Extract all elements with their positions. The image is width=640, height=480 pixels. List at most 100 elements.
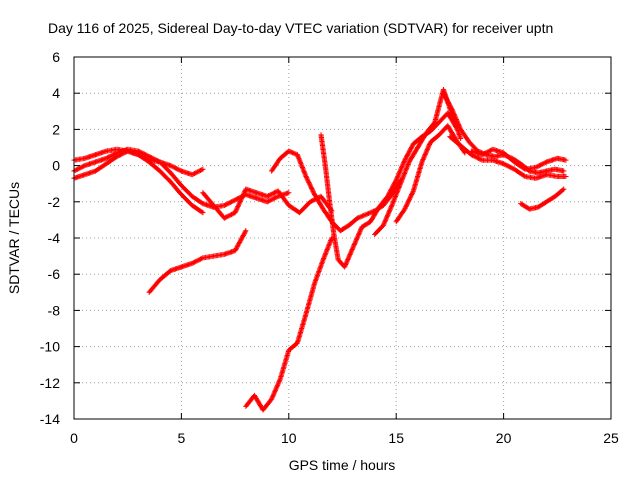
data-point <box>265 198 272 204</box>
data-point <box>402 206 408 212</box>
data-point <box>480 151 486 157</box>
series-arc-f <box>243 235 335 413</box>
data-point <box>76 166 82 172</box>
x-axis-label: GPS time / hours <box>289 457 396 473</box>
data-point <box>271 190 278 196</box>
data-point <box>140 154 146 160</box>
series-arc-h <box>318 110 459 270</box>
data-point <box>310 188 316 194</box>
data-point <box>306 181 313 187</box>
data-point <box>408 145 414 152</box>
data-point <box>501 161 507 167</box>
data-point <box>221 202 227 209</box>
data-point <box>361 212 367 219</box>
data-point <box>195 169 201 175</box>
axis-layer: 0 5 10 15 20 25 -14 -12 -10 -8 -6 -4 -2 0 2 4 6 <box>40 49 619 446</box>
data-point <box>402 156 409 162</box>
data-point <box>232 197 238 203</box>
data-point <box>114 153 120 160</box>
data-point <box>199 255 205 262</box>
data-point <box>483 150 489 156</box>
data-point <box>135 152 142 158</box>
data-point <box>194 169 200 175</box>
data-point <box>309 185 315 192</box>
data-point <box>225 201 231 207</box>
data-point <box>458 135 464 142</box>
data-point <box>408 144 415 150</box>
data-point <box>243 228 249 234</box>
data-point <box>560 187 566 193</box>
data-point <box>189 260 195 266</box>
data-point <box>474 155 480 161</box>
data-point <box>168 163 174 169</box>
data-point <box>107 153 113 160</box>
data-point <box>477 156 483 162</box>
data-point <box>442 94 448 100</box>
data-point <box>487 147 494 154</box>
data-point <box>404 201 410 207</box>
data-point <box>119 151 125 157</box>
data-point <box>442 92 448 99</box>
data-point <box>485 149 491 155</box>
data-point <box>227 212 233 218</box>
data-point <box>386 190 393 196</box>
data-point <box>224 214 230 220</box>
data-point <box>271 195 278 201</box>
y-tick-label: -10 <box>40 339 60 355</box>
data-point <box>228 199 235 205</box>
data-point <box>72 167 78 174</box>
data-point <box>190 260 196 266</box>
data-point <box>563 173 569 180</box>
data-point <box>388 187 394 194</box>
data-point <box>541 160 547 166</box>
x-tick-label: 25 <box>603 430 619 446</box>
data-point <box>269 196 275 202</box>
y-tick-label: 6 <box>52 49 60 65</box>
data-point <box>402 205 408 211</box>
data-point <box>230 211 236 217</box>
data-point <box>387 189 393 195</box>
data-point <box>407 148 413 154</box>
data-point <box>404 154 410 160</box>
data-point <box>448 105 455 111</box>
data-point <box>445 98 451 104</box>
data-point <box>141 155 148 161</box>
data-point <box>197 256 204 262</box>
data-point <box>389 184 396 190</box>
data-point <box>226 213 232 219</box>
y-axis-label: SDTVAR / TECUs <box>6 182 22 294</box>
data-point <box>392 179 398 186</box>
data-point <box>264 193 270 199</box>
data-point <box>365 210 372 217</box>
data-point <box>225 213 231 219</box>
data-point <box>145 156 151 163</box>
data-point <box>405 199 411 205</box>
data-point <box>287 149 293 155</box>
data-point <box>274 194 280 200</box>
data-point <box>473 154 479 160</box>
data-point <box>269 191 275 197</box>
data-point <box>176 167 182 173</box>
series-arc-l <box>447 134 569 181</box>
data-point <box>199 200 205 206</box>
x-tick-label: 10 <box>281 430 297 446</box>
data-point <box>270 190 276 196</box>
data-point <box>196 257 202 263</box>
data-point <box>362 212 368 218</box>
data-point <box>193 170 199 176</box>
data-point <box>170 164 176 170</box>
data-point <box>222 202 229 208</box>
data-point <box>273 194 279 201</box>
data-point <box>403 155 409 161</box>
data-point <box>228 211 235 218</box>
data-point <box>391 180 397 187</box>
data-point <box>200 210 206 216</box>
data-point <box>402 157 408 163</box>
data-point <box>534 164 540 170</box>
data-point <box>224 201 230 207</box>
data-point <box>227 199 233 206</box>
data-point <box>303 175 310 181</box>
data-point <box>386 191 392 197</box>
data-point <box>367 210 373 216</box>
data-point <box>407 147 413 153</box>
